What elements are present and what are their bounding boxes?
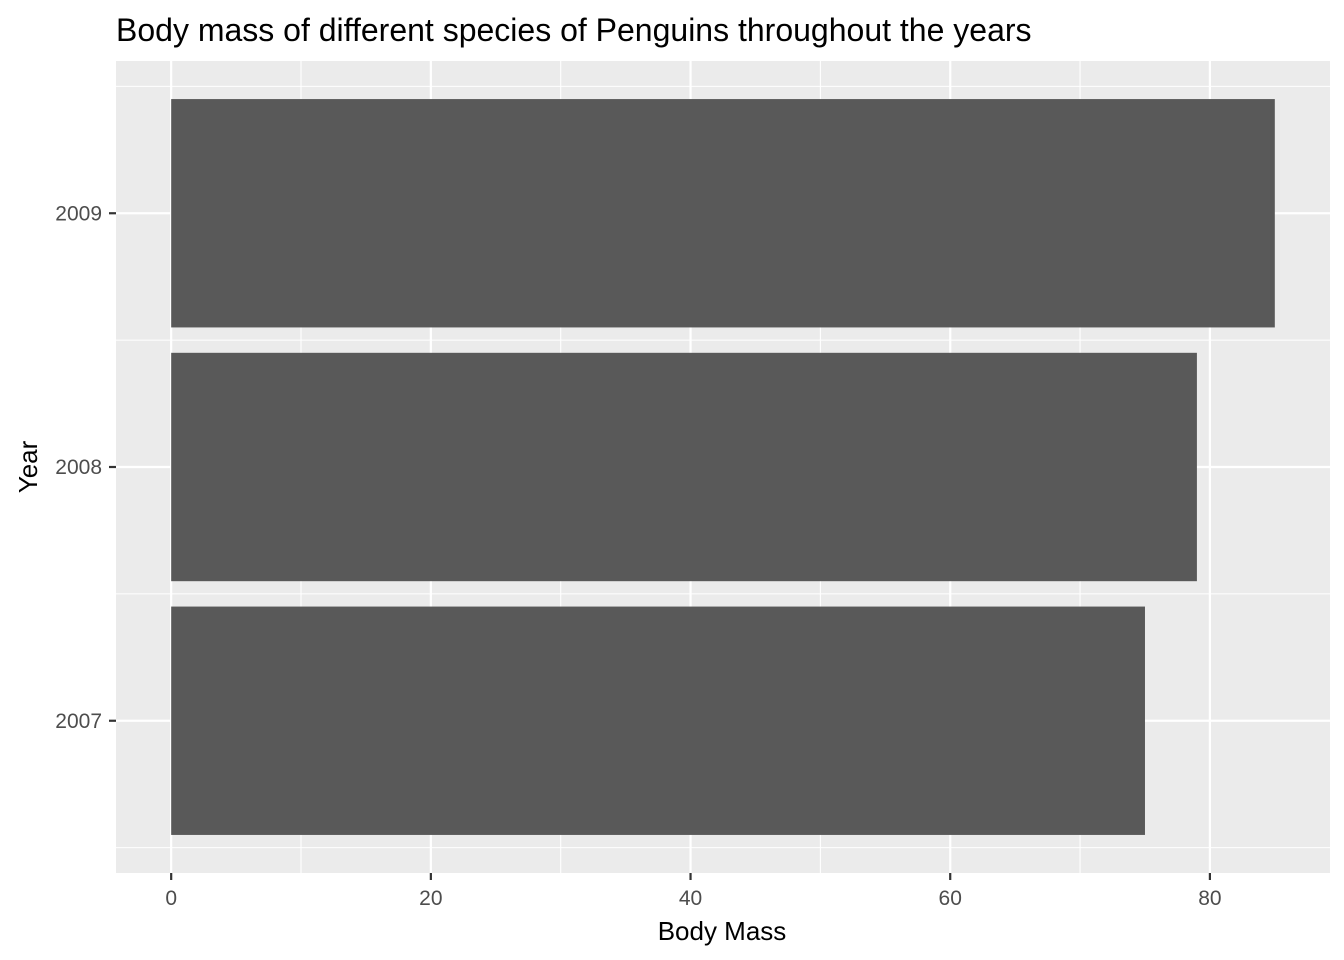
y-axis: 2007 2008 2009 bbox=[55, 202, 116, 733]
x-tick-label: 0 bbox=[165, 887, 177, 910]
x-tick-label: 40 bbox=[679, 887, 702, 910]
bar-2007 bbox=[171, 606, 1145, 835]
x-axis-title: Body Mass bbox=[658, 916, 787, 946]
bar-2009 bbox=[171, 99, 1275, 328]
x-tick-label: 60 bbox=[939, 887, 962, 910]
minor-gridlines-y bbox=[116, 85, 1330, 849]
bars bbox=[171, 99, 1275, 835]
y-tick-label: 2009 bbox=[55, 202, 102, 225]
y-tick-label: 2007 bbox=[55, 710, 102, 733]
x-tick-label: 20 bbox=[419, 887, 442, 910]
x-axis: 0 20 40 60 80 bbox=[165, 873, 1222, 910]
y-axis-title: Year bbox=[13, 440, 43, 493]
chart-title: Body mass of different species of Pengui… bbox=[116, 12, 1032, 48]
bar-2008 bbox=[171, 352, 1197, 582]
y-tick-label: 2008 bbox=[55, 456, 102, 479]
x-tick-label: 80 bbox=[1198, 887, 1221, 910]
